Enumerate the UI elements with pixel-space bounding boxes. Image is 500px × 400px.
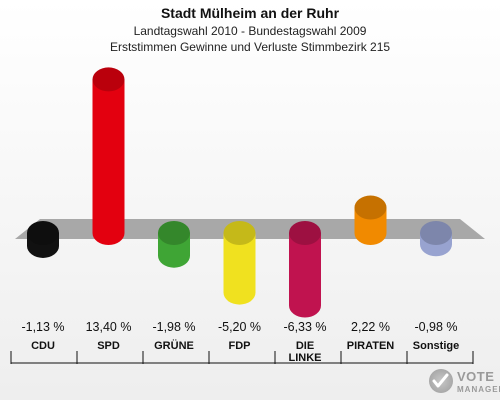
category-label-spd: SPD (97, 340, 120, 352)
logo-text-manager: MANAGER (457, 385, 500, 394)
logo-text-vote: VOTE (457, 369, 494, 384)
value-label-sonstige: -0,98 % (414, 320, 457, 334)
chart-title: Stadt Mülheim an der Ruhr (161, 5, 340, 21)
bar-die-linke (289, 221, 321, 318)
category-label-sonstige: Sonstige (413, 340, 459, 352)
category-label-piraten: PIRATEN (347, 340, 395, 352)
category-label-die-linke-2: LINKE (289, 352, 322, 364)
bar-sonstige (420, 221, 452, 257)
bar-cap (354, 195, 387, 220)
bar-spd (92, 67, 125, 246)
bar-body (289, 233, 321, 318)
value-label-fdp: -5,20 % (218, 320, 261, 334)
bar-body (223, 233, 256, 305)
bar-cap (27, 221, 59, 245)
bar-fdp (223, 221, 256, 305)
category-label-gr-ne: GRÜNE (154, 339, 194, 352)
checkmark-icon (432, 373, 449, 388)
bar-gr-ne (158, 221, 190, 268)
value-label-gr-ne: -1,98 % (152, 320, 195, 334)
chart-subtitle-1: Landtagswahl 2010 - Bundestagswahl 2009 (134, 24, 367, 38)
bars-group (27, 67, 452, 318)
bar-cap (92, 67, 125, 92)
category-label-fdp: FDP (229, 340, 251, 352)
category-label-die-linke-1: DIE (296, 340, 314, 352)
chart-subtitle-2: Erststimmen Gewinne und Verluste Stimmbe… (110, 40, 390, 54)
bar-piraten (354, 195, 387, 246)
bar-cdu (27, 221, 59, 258)
value-label-spd: 13,40 % (86, 320, 132, 334)
value-label-piraten: 2,22 % (351, 320, 390, 334)
value-label-die-linke: -6,33 % (283, 320, 326, 334)
bar-cap (420, 221, 452, 245)
vote-manager-logo: VOTE MANAGER (429, 369, 500, 394)
bar-cap (158, 221, 190, 245)
value-labels-group: -1,13 % 13,40 % -1,98 % -5,20 % -6,33 % 2,22 … (21, 320, 457, 334)
value-label-cdu: -1,13 % (21, 320, 64, 334)
bar-cap (223, 221, 256, 245)
bar-body (92, 79, 125, 246)
bar-cap (289, 221, 321, 245)
category-label-cdu: CDU (31, 340, 55, 352)
